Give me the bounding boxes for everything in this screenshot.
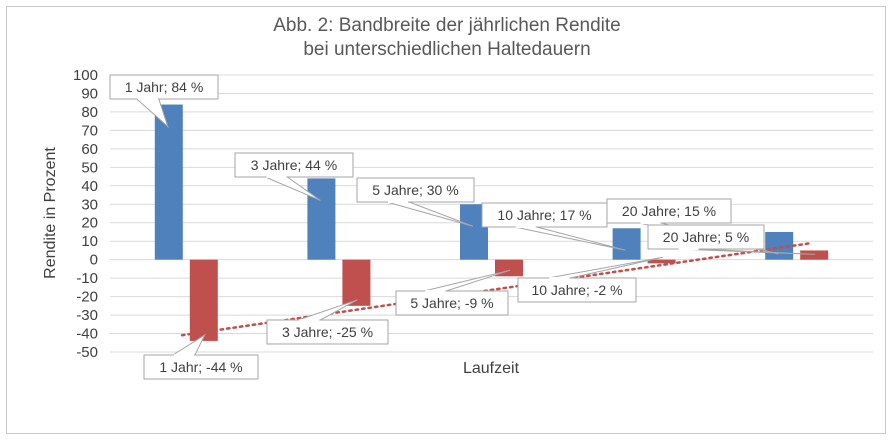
bar-positive-3 bbox=[612, 228, 641, 260]
data-label-pointer bbox=[514, 226, 626, 251]
bar-negative-1 bbox=[342, 259, 371, 306]
data-label-box bbox=[266, 319, 389, 345]
data-label-pointer bbox=[135, 98, 169, 129]
bar-negative-0 bbox=[189, 259, 218, 341]
data-labels: 1 Jahr; 84 % 3 Jahre; 44 % 5 Jahre; 30 % 10… bbox=[109, 74, 816, 380]
data-label-negative-0: 1 Jahr; -44 % bbox=[159, 359, 242, 375]
data-label-positive-4: 20 Jahre; 15 % bbox=[622, 203, 716, 219]
y-tick-label: 100 bbox=[73, 67, 98, 84]
data-label-box bbox=[356, 177, 475, 203]
chart-title-line-1: Abb. 2: Bandbreite der jährlichen Rendit… bbox=[273, 15, 621, 36]
data-label-box bbox=[517, 277, 637, 303]
y-tick-label: 80 bbox=[81, 104, 98, 121]
y-tick-label: -20 bbox=[76, 289, 98, 306]
y-tick-label: 40 bbox=[81, 178, 98, 195]
y-tick-label: -10 bbox=[76, 270, 98, 287]
data-label-positive-1: 3 Jahre; 44 % bbox=[251, 157, 337, 173]
data-label-box bbox=[606, 198, 732, 224]
x-axis-title: Laufzeit bbox=[463, 360, 520, 377]
data-label-negative-3: 10 Jahre; -2 % bbox=[531, 282, 622, 298]
data-label-box bbox=[143, 354, 259, 380]
data-label-negative-1: 3 Jahre; -25 % bbox=[282, 324, 373, 340]
y-tick-label: 60 bbox=[81, 141, 98, 158]
data-label-box bbox=[234, 152, 354, 178]
data-label-box bbox=[395, 290, 509, 316]
bar-positive-1 bbox=[307, 178, 336, 260]
chart-frame: Abb. 2: Bandbreite der jährlichen Rendit… bbox=[6, 6, 886, 434]
bar-negative-4 bbox=[800, 250, 829, 260]
y-tick-label: 90 bbox=[81, 85, 98, 102]
y-tick-label: 30 bbox=[81, 196, 98, 213]
y-tick-label: -50 bbox=[76, 344, 98, 361]
y-tick-label: 10 bbox=[81, 233, 98, 250]
data-label-positive-2: 5 Jahre; 30 % bbox=[372, 182, 458, 198]
data-label-positive-3: 10 Jahre; 17 % bbox=[497, 207, 591, 223]
data-label-positive-0: 1 Jahr; 84 % bbox=[125, 79, 204, 95]
y-axis-title: Rendite in Prozent bbox=[42, 147, 59, 279]
data-label-negative-4: 20 Jahre; 5 % bbox=[663, 229, 749, 245]
data-label-box bbox=[647, 224, 765, 250]
bars bbox=[154, 104, 829, 341]
y-tick-label: 20 bbox=[81, 215, 98, 232]
bar-negative-3 bbox=[647, 259, 676, 264]
data-label-box bbox=[481, 202, 608, 228]
chart-title-line-2: bei unterschiedlichen Haltedauern bbox=[303, 39, 590, 60]
y-tick-label: -40 bbox=[76, 326, 98, 343]
data-label-negative-2: 5 Jahre; -9 % bbox=[410, 295, 493, 311]
bar-positive-0 bbox=[154, 104, 183, 260]
y-tick-label: 70 bbox=[81, 122, 98, 139]
y-tick-label: 0 bbox=[90, 252, 98, 269]
y-tick-label: -30 bbox=[76, 307, 98, 324]
bar-chart: Abb. 2: Bandbreite der jährlichen Rendit… bbox=[42, 15, 873, 380]
data-label-box bbox=[109, 74, 219, 100]
y-tick-label: 50 bbox=[81, 159, 98, 176]
